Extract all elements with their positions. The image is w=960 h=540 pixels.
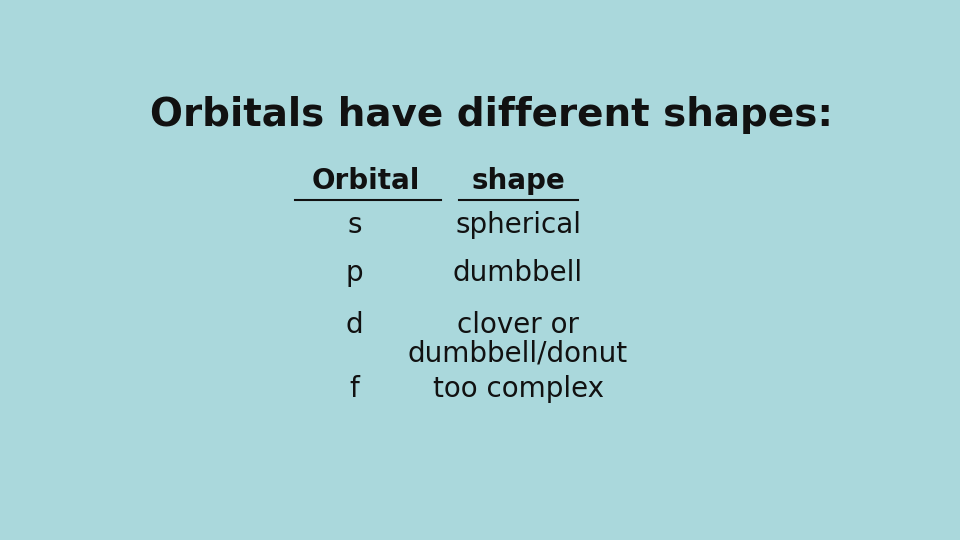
Text: p: p <box>346 259 363 287</box>
Text: d: d <box>346 310 363 339</box>
Text: Orbital: Orbital <box>311 167 420 195</box>
Text: s: s <box>348 211 362 239</box>
Text: dumbbell/donut: dumbbell/donut <box>408 340 628 368</box>
Text: dumbbell: dumbbell <box>453 259 583 287</box>
Text: shape: shape <box>471 167 564 195</box>
Text: too complex: too complex <box>433 375 604 403</box>
Text: f: f <box>349 375 359 403</box>
Text: Orbitals have different shapes:: Orbitals have different shapes: <box>151 96 833 134</box>
Text: clover or: clover or <box>457 310 579 339</box>
Text: spherical: spherical <box>455 211 581 239</box>
